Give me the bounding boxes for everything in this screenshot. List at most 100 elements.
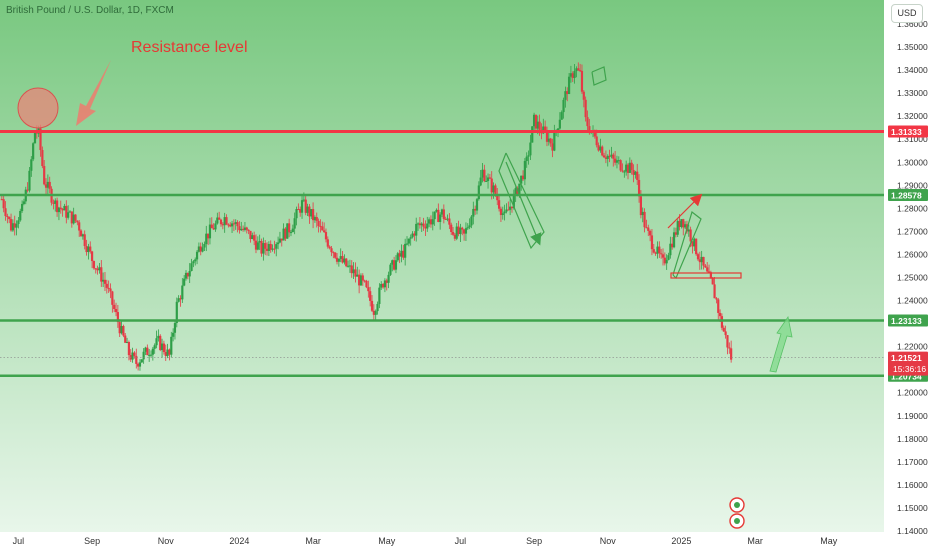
rising-wedge-drawing[interactable] <box>672 210 702 280</box>
candle-body <box>52 202 55 204</box>
candle-body <box>461 227 464 230</box>
last-price-badge[interactable] <box>888 351 928 376</box>
candle-body <box>319 225 322 227</box>
candle-body <box>321 226 324 231</box>
candle-body <box>440 209 444 215</box>
resistance-highlight-circle[interactable] <box>17 87 59 129</box>
candle-body <box>137 363 140 367</box>
candle-body <box>219 219 223 225</box>
candle-body <box>57 207 61 213</box>
x-tick-label: Sep <box>84 536 100 546</box>
red-up-arrow[interactable] <box>667 193 703 229</box>
candle-body <box>79 230 83 237</box>
candle-body <box>586 117 589 127</box>
candle-body <box>172 332 175 337</box>
candle-body <box>11 223 14 231</box>
candle-body <box>567 76 571 94</box>
candle-body <box>536 121 539 129</box>
candle-body <box>324 232 328 240</box>
candle-body <box>562 99 565 113</box>
candle-body <box>639 196 642 216</box>
candle-body <box>405 243 409 245</box>
time-axis[interactable]: Jul Sep Nov 2024 Mar May Jul Sep Nov 2025 Mar May <box>13 536 838 546</box>
x-tick-label: Sep <box>526 536 542 546</box>
price-axis[interactable]: 1.36000 1.35000 1.34000 1.33000 1.32000 1.310… <box>897 19 928 536</box>
candle-body <box>599 146 602 151</box>
candle-body <box>660 253 663 255</box>
y-tick-label: 1.16000 <box>897 480 928 490</box>
candle-body <box>545 131 549 142</box>
candle-body <box>352 269 355 274</box>
candle-body <box>429 219 433 225</box>
candle-body <box>722 327 725 332</box>
support-level-badge[interactable] <box>888 314 928 327</box>
candle-body <box>103 279 107 284</box>
candle-body <box>468 225 471 228</box>
candle-body <box>85 246 88 253</box>
candle-body <box>223 217 226 226</box>
candle-body <box>584 99 587 118</box>
x-tick-label: May <box>820 536 838 546</box>
candle-body <box>164 352 167 356</box>
candle-body <box>48 181 51 189</box>
candle-body <box>87 246 90 253</box>
candle-body <box>475 199 479 211</box>
candle-body <box>166 349 169 356</box>
candle-body <box>21 203 24 211</box>
candle-body <box>254 240 258 250</box>
candle-body <box>641 211 644 216</box>
candle-body <box>689 229 692 242</box>
candle-body <box>424 226 427 229</box>
candle-body <box>420 223 423 226</box>
x-tick-label: Mar <box>305 536 321 546</box>
candle-body <box>645 227 648 229</box>
candle-body <box>597 145 600 151</box>
candle-body <box>275 244 278 249</box>
candle-body <box>232 223 235 225</box>
candle-body <box>354 269 357 277</box>
candle-body <box>501 213 504 216</box>
resistance-level-badge[interactable] <box>888 125 928 138</box>
candle-body <box>463 229 466 234</box>
drawings-group: Resistance level <box>17 39 793 529</box>
candle-body <box>726 335 729 348</box>
candle-body <box>148 354 151 356</box>
candle-body <box>365 280 368 288</box>
channel-down-drawing[interactable] <box>498 152 545 250</box>
green-target-arrow[interactable] <box>769 315 793 373</box>
candle-body <box>610 154 613 157</box>
candle-body <box>205 233 208 245</box>
down-arrow-green[interactable] <box>505 161 542 246</box>
currency-button[interactable]: USD <box>891 4 923 23</box>
candle-body <box>632 169 635 175</box>
y-tick-label: 1.25000 <box>897 273 928 283</box>
candle-body <box>157 335 160 339</box>
candle-body <box>192 261 195 264</box>
candle-body <box>330 248 333 253</box>
candle-body <box>691 241 694 247</box>
candle-body <box>512 194 515 209</box>
candle-body <box>94 268 97 270</box>
support-level-badge[interactable] <box>888 189 928 202</box>
support-break-box[interactable] <box>670 272 742 279</box>
candle-body <box>601 146 604 156</box>
candle-body <box>625 164 628 172</box>
candle-body <box>311 209 315 221</box>
candle-body <box>335 257 339 262</box>
candle-body <box>684 224 687 228</box>
x-tick-label: Nov <box>158 536 175 546</box>
candle-body <box>124 335 127 343</box>
candle-body <box>190 263 193 271</box>
candle-body <box>630 162 633 170</box>
candle-body <box>111 291 114 305</box>
candle-body <box>302 199 305 201</box>
candle-body <box>656 246 659 254</box>
candle-body <box>173 323 177 333</box>
y-tick-label: 1.28000 <box>897 203 928 213</box>
reversal-channel-drawing[interactable] <box>591 66 607 86</box>
candle-body <box>188 270 191 277</box>
candle-body <box>544 126 547 132</box>
resistance-pointer-arrow[interactable] <box>76 60 111 126</box>
candle-body <box>212 228 215 230</box>
